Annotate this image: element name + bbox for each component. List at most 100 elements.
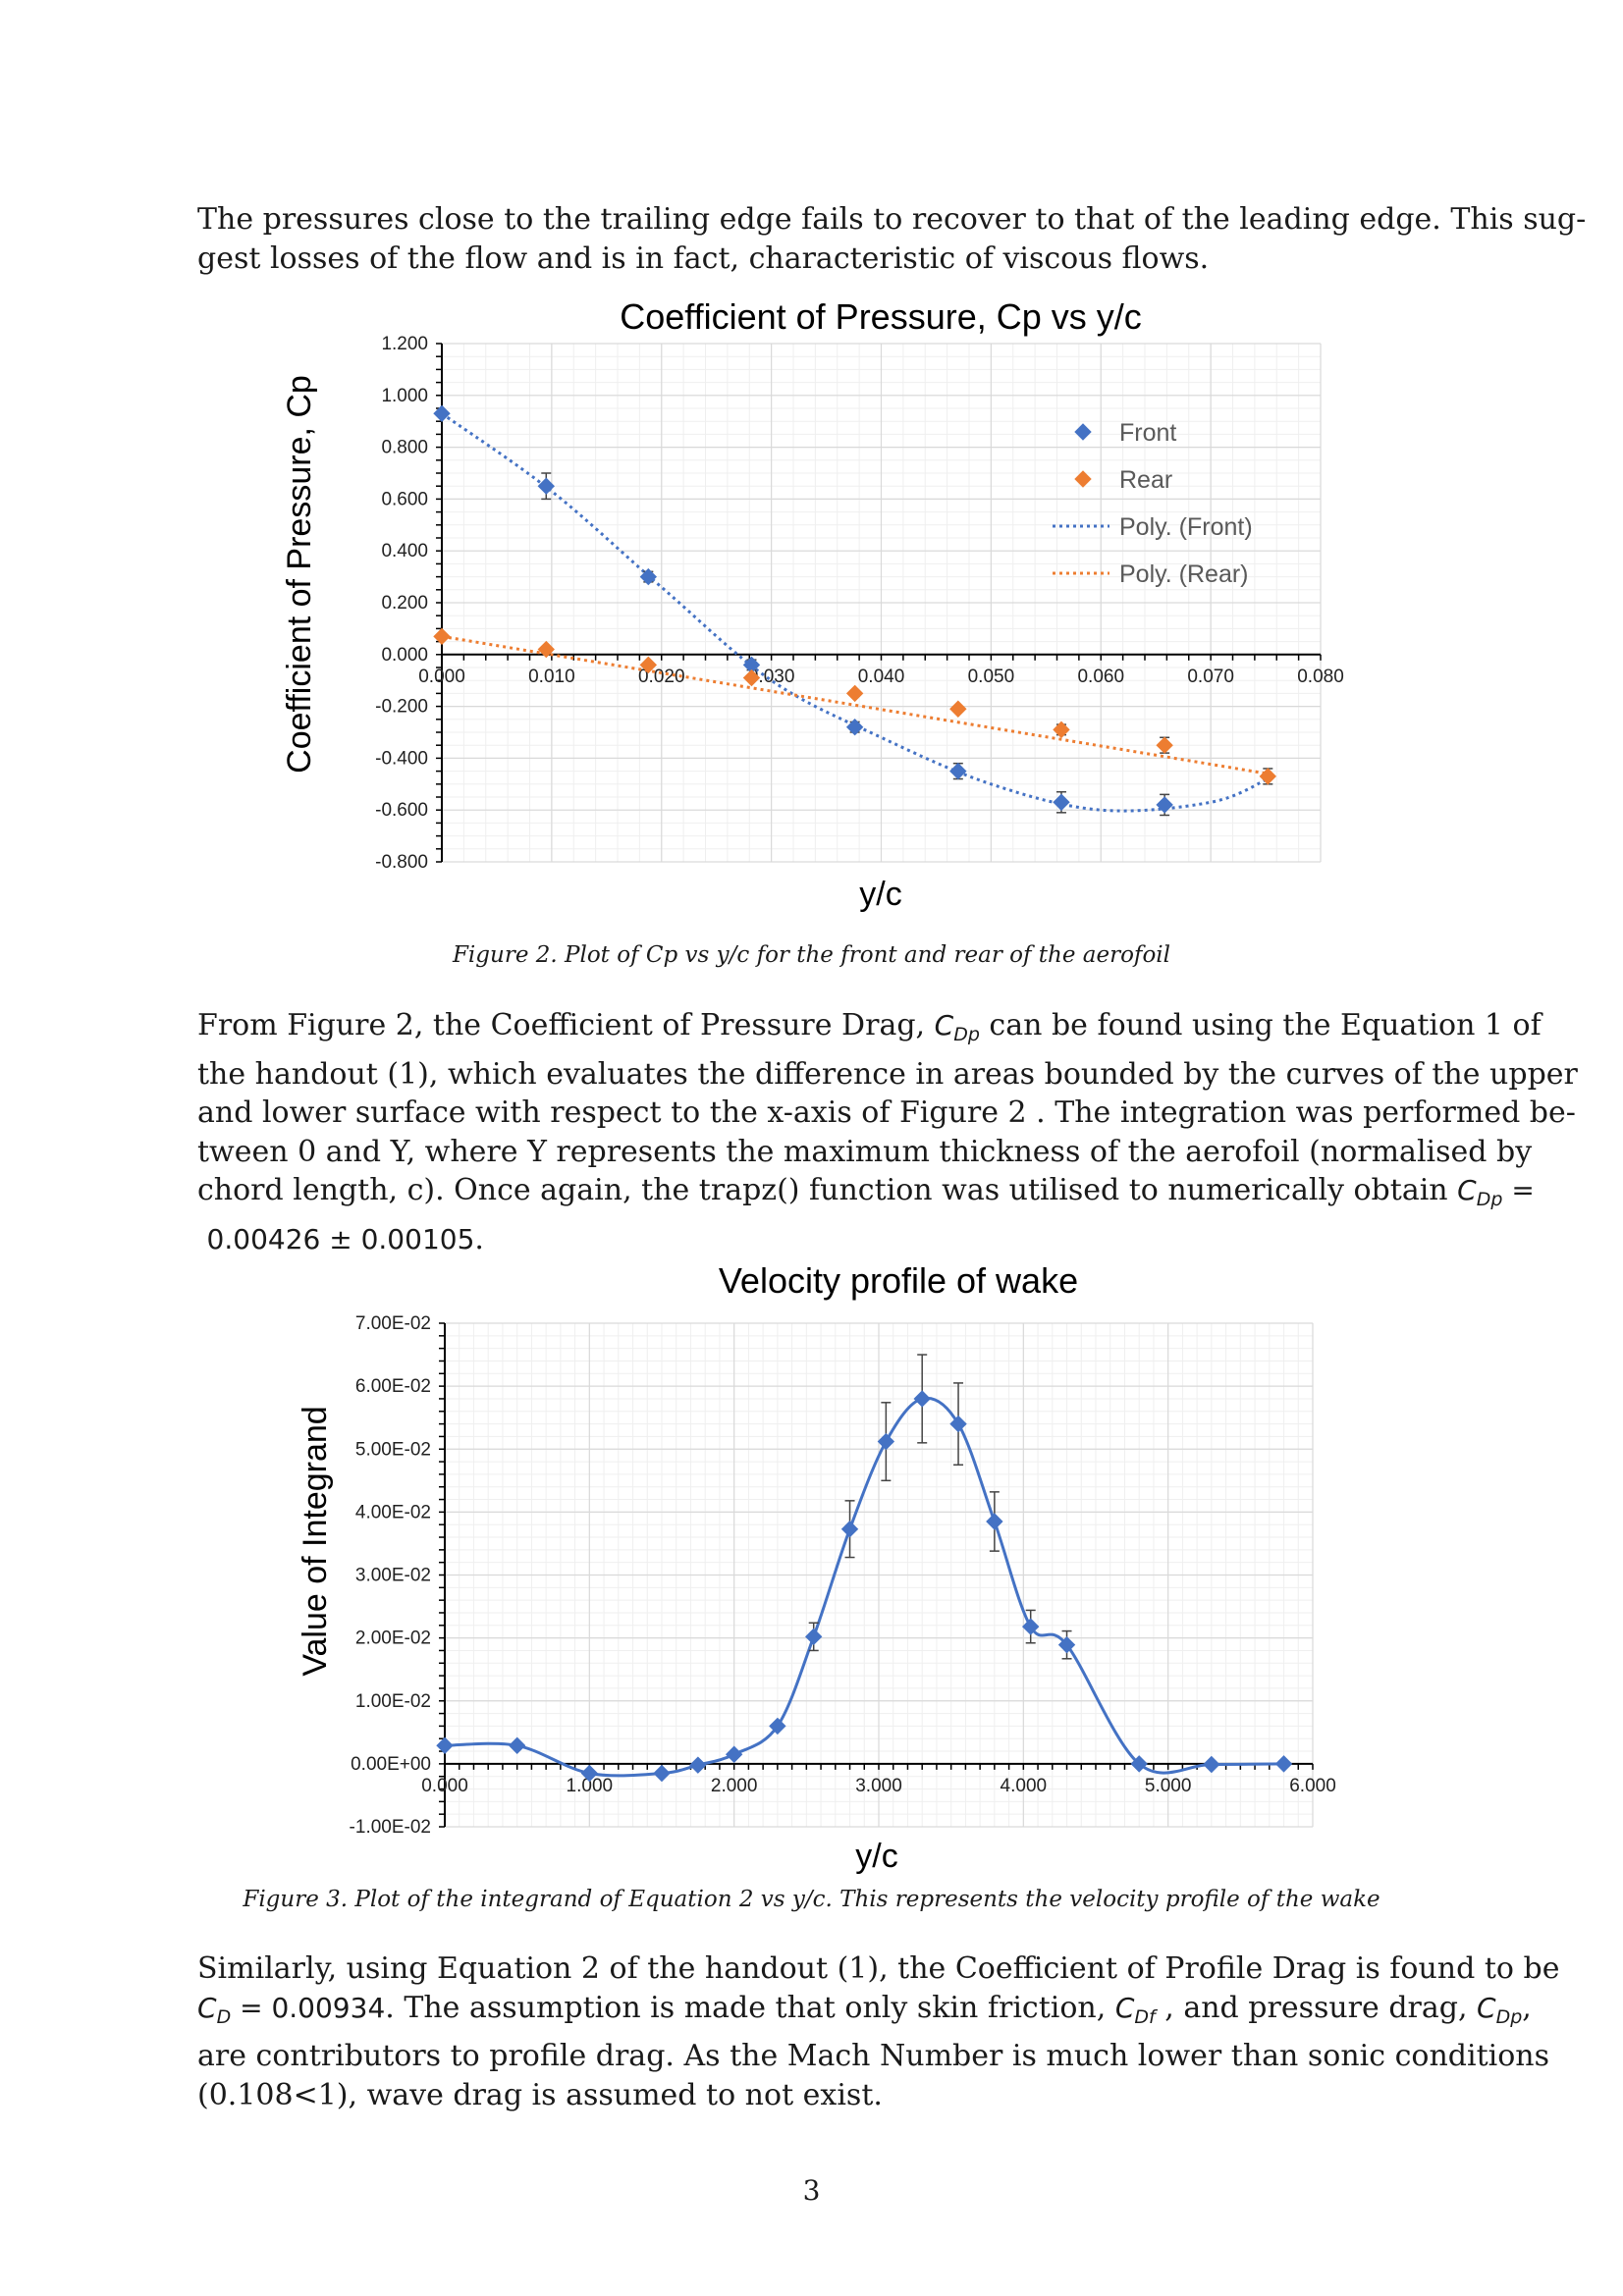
y-tick-labels: -0.800 -0.600 -0.400 -0.200 0.000 0.200 0.400 0… bbox=[375, 334, 428, 873]
x-tick-label: 6.000 bbox=[1289, 1776, 1335, 1796]
data-point bbox=[804, 1628, 823, 1646]
data-point bbox=[436, 1736, 454, 1754]
math-symbol: C bbox=[1477, 1991, 1496, 2024]
data-point bbox=[689, 1756, 707, 1774]
x-tick-label: 0.080 bbox=[1297, 667, 1344, 687]
rear-data-point bbox=[742, 668, 761, 687]
x-tick-label: 0.030 bbox=[748, 667, 795, 687]
y-tick-label: 2.00E-02 bbox=[355, 1629, 431, 1649]
y-tick-label: 0.00E+00 bbox=[351, 1754, 431, 1775]
text-line: are contributors to profile drag. As the… bbox=[197, 2039, 1550, 2073]
text-line: The pressures close to the trailing edge… bbox=[197, 202, 1587, 237]
data-point bbox=[769, 1717, 786, 1735]
y-tick-label: -0.400 bbox=[375, 748, 428, 769]
front-data-point bbox=[1053, 793, 1070, 811]
page-number: 3 bbox=[802, 2174, 821, 2207]
data-point bbox=[1021, 1618, 1040, 1635]
math-equals: = bbox=[1502, 1174, 1535, 1206]
math-subscript: Dp bbox=[1495, 2005, 1523, 2028]
math-symbol: C bbox=[1114, 1991, 1135, 2024]
y-tick-label: 7.00E-02 bbox=[355, 1313, 431, 1334]
x-tick-label: 0.010 bbox=[528, 667, 575, 687]
rear-data-point bbox=[845, 684, 864, 703]
text-line: chord length, c). Once again, the trapz(… bbox=[197, 1171, 1535, 1220]
rear-data-point bbox=[1053, 721, 1070, 739]
y-tick-label: 0.800 bbox=[381, 438, 428, 458]
legend-marker bbox=[1074, 423, 1092, 441]
cp-vs-yc-chart: Coefficient of Pressure, Cp vs y/c -0.80… bbox=[281, 296, 1344, 913]
chart-legend: Front Rear Poly. (Front) Poly. (Rear) bbox=[1053, 419, 1253, 588]
data-point bbox=[508, 1736, 526, 1754]
text-run: . The assumption is made that only skin … bbox=[385, 1990, 1115, 2025]
rear-data-point bbox=[537, 640, 555, 659]
figure-3-caption: Figure 3. Plot of the integrand of Equat… bbox=[243, 1887, 1380, 1912]
text-line: and lower surface with respect to the x-… bbox=[197, 1095, 1576, 1130]
x-tick-label: 0.040 bbox=[858, 667, 905, 687]
y-tick-label: 6.00E-02 bbox=[355, 1376, 431, 1397]
x-tick-labels: 0.000 1.000 2.000 3.000 4.000 5.000 6.000 bbox=[421, 1776, 1335, 1796]
x-tick-label: 0.060 bbox=[1077, 667, 1124, 687]
text-line: (0.108<1), wave drag is assumed to not e… bbox=[197, 2077, 883, 2112]
rear-data-point bbox=[949, 700, 967, 718]
y-tick-label: 0.000 bbox=[381, 645, 428, 666]
chart-grid bbox=[444, 1322, 1314, 1828]
math-symbol: C bbox=[1457, 1174, 1477, 1206]
chart-axes bbox=[436, 343, 1322, 863]
y-axis-title: Value of Integrand bbox=[297, 1406, 334, 1676]
data-point bbox=[877, 1432, 895, 1451]
math-symbol: C bbox=[934, 1009, 954, 1041]
x-tick-label: 1.000 bbox=[567, 1776, 614, 1796]
y-tick-label: 1.000 bbox=[381, 386, 428, 406]
chart-grid bbox=[441, 343, 1322, 863]
math-value: = 0.00934 bbox=[231, 1991, 386, 2024]
chart-title: Coefficient of Pressure, Cp vs y/c bbox=[620, 296, 1142, 337]
data-point bbox=[725, 1745, 743, 1763]
rear-data-point bbox=[639, 656, 658, 674]
rear-data-point bbox=[1156, 736, 1173, 754]
legend-label: Front bbox=[1119, 419, 1176, 447]
data-points bbox=[436, 1354, 1293, 1783]
text-line: 0.00426 ± 0.00105. bbox=[197, 1220, 1420, 1259]
x-tick-label: 3.000 bbox=[855, 1776, 902, 1796]
x-axis-title: y/c bbox=[859, 876, 901, 913]
front-data-point bbox=[639, 567, 658, 586]
text-run: , bbox=[1522, 1990, 1532, 2025]
x-tick-label: 0.070 bbox=[1187, 667, 1234, 687]
x-tick-label: 5.000 bbox=[1145, 1776, 1192, 1796]
text-run: From Figure 2, the Coefficient of Pressu… bbox=[197, 1008, 935, 1042]
legend-marker bbox=[1074, 470, 1092, 488]
figure-2-caption: Figure 2. Plot of Cp vs y/c for the fron… bbox=[452, 942, 1171, 968]
front-data-point bbox=[1156, 796, 1173, 814]
poly-rear-trendline bbox=[441, 634, 1269, 775]
data-point bbox=[1274, 1755, 1293, 1773]
data-point bbox=[986, 1513, 1003, 1530]
y-tick-labels: -1.00E-02 0.00E+00 1.00E-02 2.00E-02 3.00E-0… bbox=[350, 1313, 431, 1838]
y-tick-label: 3.00E-02 bbox=[355, 1566, 431, 1586]
front-data-point bbox=[433, 404, 451, 422]
math-symbol: C bbox=[197, 1991, 217, 2024]
x-tick-label: 0.050 bbox=[968, 667, 1015, 687]
text-line: the handout (1), which evaluates the dif… bbox=[197, 1056, 1578, 1092]
math-subscript: Df bbox=[1134, 2005, 1156, 2028]
y-tick-label: -0.600 bbox=[375, 800, 428, 821]
data-point bbox=[840, 1520, 859, 1538]
text-line: CD = 0.00934. The assumption is made tha… bbox=[197, 1989, 1532, 2038]
chart-title: Velocity profile of wake bbox=[719, 1260, 1078, 1301]
front-data-point bbox=[949, 762, 967, 780]
text-line: Similarly, using Equation 2 of the hando… bbox=[197, 1951, 1560, 1986]
paragraph-profile-drag: Similarly, using Equation 2 of the hando… bbox=[197, 1949, 1560, 2114]
x-tick-label: 2.000 bbox=[711, 1776, 758, 1796]
text-run: . bbox=[474, 1221, 484, 1256]
y-tick-label: 5.00E-02 bbox=[355, 1439, 431, 1460]
x-axis-title: y/c bbox=[855, 1838, 897, 1875]
paragraph-intro: The pressures close to the trailing edge… bbox=[197, 200, 1587, 278]
y-axis-title: Coefficient of Pressure, Cp bbox=[281, 375, 318, 774]
front-data-point bbox=[537, 477, 555, 495]
text-run: , and pressure drag, bbox=[1155, 1990, 1478, 2025]
data-point bbox=[580, 1764, 599, 1783]
paragraph-pressure-drag: From Figure 2, the Coefficient of Pressu… bbox=[197, 1006, 1578, 1259]
math-subscript: Dp bbox=[953, 1024, 980, 1045]
legend-label: Poly. (Front) bbox=[1119, 513, 1253, 541]
y-tick-label: 0.200 bbox=[381, 593, 428, 614]
